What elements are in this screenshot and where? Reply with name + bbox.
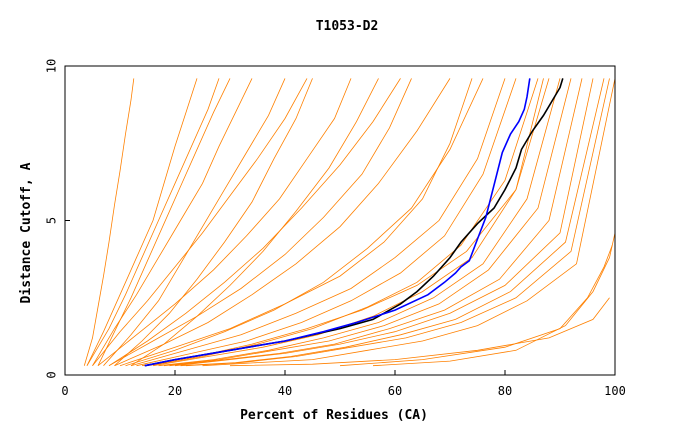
series-line-23 (136, 78, 517, 367)
y-tick-label: 10 (45, 59, 59, 73)
series-layer (83, 78, 616, 367)
series-line-25 (114, 78, 451, 367)
series-line-15 (180, 78, 605, 367)
y-tick-label: 0 (45, 371, 59, 378)
series-line-3 (86, 78, 220, 366)
series-line-10 (152, 78, 550, 367)
x-tick-label: 0 (61, 384, 68, 398)
series-line-12 (163, 78, 572, 367)
series-line-21 (202, 78, 616, 367)
y-tick-label: 5 (45, 217, 59, 224)
x-tick-label: 100 (604, 384, 626, 398)
series-line-16 (185, 78, 610, 367)
series-line-31 (372, 232, 616, 367)
series-line-4 (92, 78, 308, 366)
x-tick-label: 60 (388, 384, 402, 398)
series-line-7 (119, 78, 473, 367)
series-line-24 (125, 78, 484, 367)
series-line-11 (158, 78, 561, 367)
x-axis: 0 20 40 60 80 100 (61, 370, 626, 398)
chart-title: T1053-D2 (316, 19, 379, 34)
series-line-27 (92, 78, 253, 366)
series-line-1 (144, 78, 531, 367)
series-line-30 (339, 245, 613, 367)
series-line-28 (86, 78, 198, 366)
series-line-26 (108, 78, 401, 367)
series-line-29 (229, 297, 610, 367)
x-tick-label: 20 (168, 384, 182, 398)
series-line-2 (83, 78, 135, 366)
series-line-17 (130, 78, 379, 367)
x-tick-label: 80 (498, 384, 512, 398)
series-line-5 (97, 78, 352, 367)
x-tick-label: 40 (278, 384, 292, 398)
y-axis-label: Distance Cutoff, A (19, 162, 34, 303)
x-axis-label: Percent of Residues (CA) (240, 408, 428, 423)
series-line-18 (114, 78, 313, 366)
series-line-14 (174, 78, 594, 367)
y-axis: 0 5 10 (45, 59, 70, 379)
series-line-6 (108, 78, 412, 367)
series-line-13 (169, 78, 583, 367)
series-line-19 (103, 78, 286, 366)
series-line-8 (130, 78, 506, 367)
